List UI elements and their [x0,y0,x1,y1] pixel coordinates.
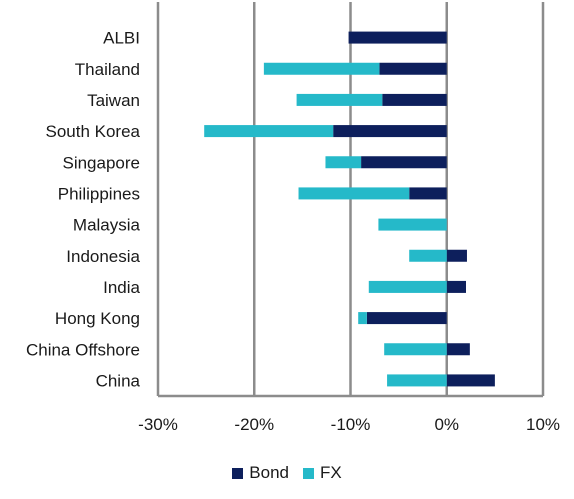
bar-bond-albi [348,31,447,44]
legend-item-bond: Bond [232,463,289,483]
legend-swatch-bond [232,467,244,479]
x-tick-label: 10% [526,415,560,434]
category-label-china: China [96,371,141,390]
legend-item-fx: FX [302,463,342,483]
bar-fx-china-offshore [384,343,447,356]
category-label-thailand: Thailand [75,60,140,79]
category-label-taiwan: Taiwan [87,91,140,110]
category-label-india: India [103,278,140,297]
x-tick-label: 0% [434,415,459,434]
bar-bond-south-korea [333,125,447,138]
legend-swatch-fx [302,467,314,479]
bar-bond-hong-kong [366,312,447,325]
category-label-indonesia: Indonesia [66,247,140,266]
bar-fx-indonesia [409,249,447,262]
bar-bond-india [446,280,466,293]
bar-bond-thailand [379,62,447,75]
x-tick-label: -10% [331,415,371,434]
bar-fx-india [368,280,447,293]
category-label-south-korea: South Korea [45,122,140,141]
legend-label-fx: FX [319,463,342,482]
bar-bond-china [446,374,495,387]
x-tick-label: -20% [234,415,274,434]
bar-fx-hong-kong [358,312,367,325]
category-label-singapore: Singapore [62,153,140,172]
bar-fx-philippines [298,187,410,200]
category-label-philippines: Philippines [58,184,140,203]
bar-fx-thailand [263,62,380,75]
bar-bond-philippines [409,187,447,200]
bar-fx-taiwan [296,93,383,106]
category-label-albi: ALBI [103,29,140,48]
legend-label-bond: Bond [249,463,289,482]
bar-fx-china [387,374,447,387]
bar-bond-taiwan [382,93,447,106]
category-label-malaysia: Malaysia [73,216,141,235]
bar-fx-malaysia [378,218,447,231]
category-label-china-offshore: China Offshore [26,340,140,359]
bar-bond-china-offshore [446,343,470,356]
bar-fx-south-korea [204,125,334,138]
bar-bond-indonesia [446,249,467,262]
bar-chart: -30% -20% -10% 0% 10% ALBI Thailand Taiwan South… [26,2,560,434]
bar-fx-singapore [325,156,362,169]
legend: Bond FX [0,460,574,486]
category-label-hong-kong: Hong Kong [55,309,140,328]
bar-bond-singapore [361,156,447,169]
x-tick-label: -30% [138,415,178,434]
